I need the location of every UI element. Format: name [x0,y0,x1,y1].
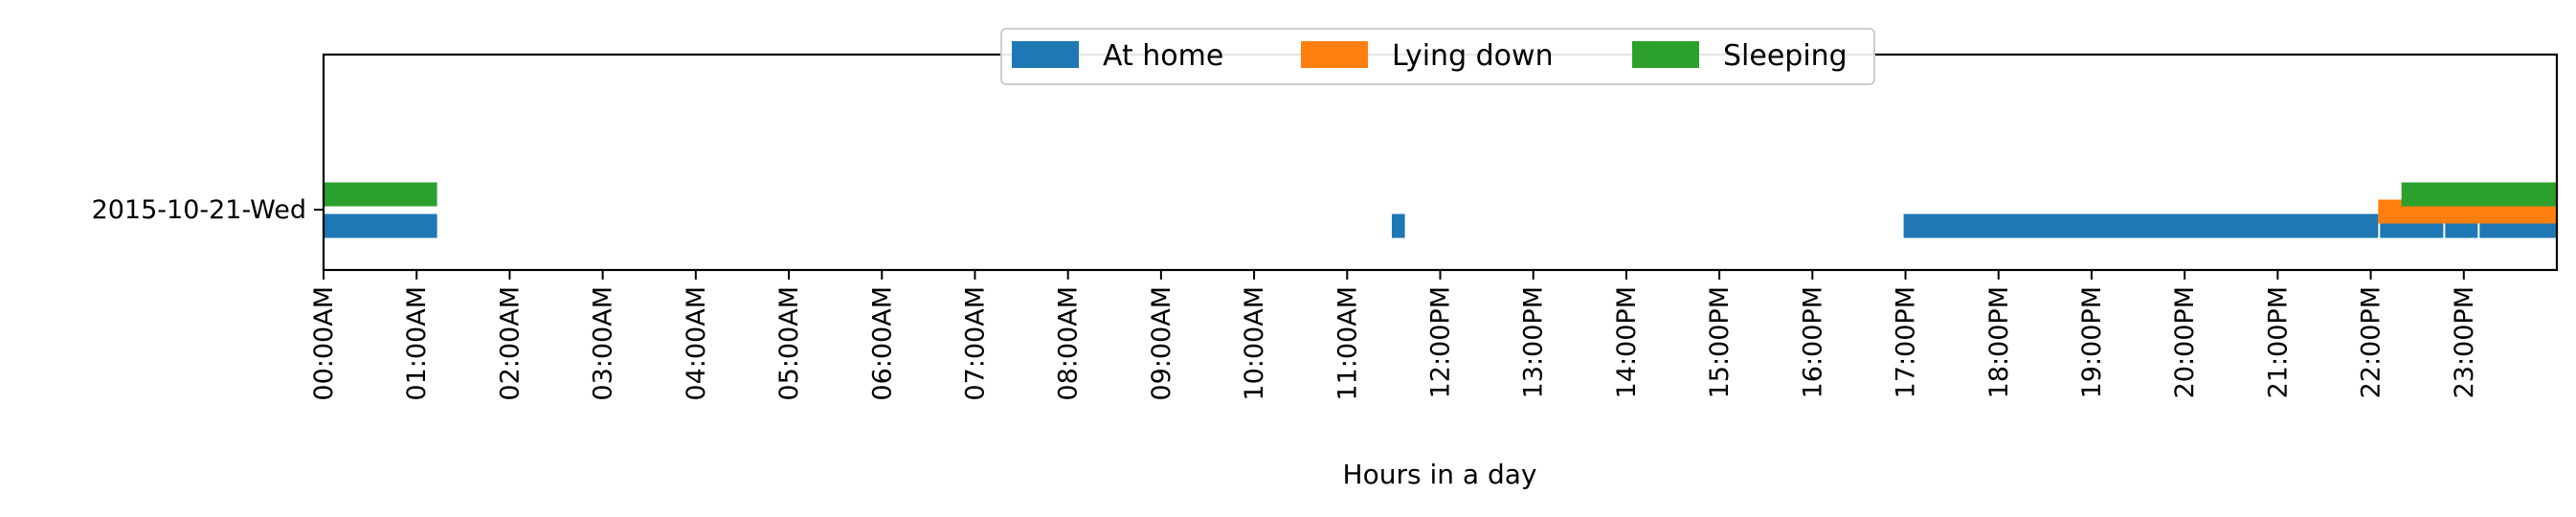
x-tick-label: 11:00AM [1333,286,1362,401]
x-tick-label: 22:00PM [2357,286,2386,398]
x-tick-label: 23:00PM [2450,286,2479,398]
x-tick-label: 09:00AM [1147,286,1176,401]
bar-at-home-1 [1391,214,1405,238]
x-tick-label: 20:00PM [2170,286,2200,398]
x-tick-label: 10:00AM [1240,286,1269,401]
x-axis-title: Hours in a day [1343,459,1537,490]
x-tick-label: 18:00PM [1984,286,2014,398]
legend-swatch-at-home [1012,41,1079,68]
bar-sleeping-0 [324,182,437,207]
legend-swatch-lying-down [1301,41,1368,68]
legend: At home Lying down Sleeping [1000,28,1875,85]
x-tick-label: 01:00AM [402,286,432,401]
y-tick-label: 2015-10-21-Wed [92,195,306,225]
x-tick-label: 08:00AM [1054,286,1084,401]
x-tick-label: 12:00PM [1426,286,1456,398]
x-axis: 00:00AM 01:00AM 02:00AM 03:00AM 04:00AM 05:00… [309,270,2479,401]
bar-at-home-2 [1903,214,2379,238]
x-tick-label: 04:00AM [682,286,711,401]
legend-swatch-sleeping [1632,41,1699,68]
x-tick-label: 17:00PM [1892,286,1921,398]
activity-bars [324,182,2557,238]
legend-label-lying-down: Lying down [1392,39,1554,73]
x-tick-label: 06:00AM [867,286,897,401]
x-tick-label: 16:00PM [1798,286,1827,398]
legend-label-sleeping: Sleeping [1723,39,1848,73]
x-tick-label: 19:00PM [2077,286,2107,398]
x-tick-label: 21:00PM [2263,286,2293,398]
x-tick-label: 02:00AM [495,286,525,401]
bar-sleeping-1 [2401,182,2557,207]
x-tick-label: 15:00PM [1705,286,1735,398]
x-tick-label: 03:00AM [589,286,618,401]
bar-at-home-0 [324,214,437,238]
legend-label-at-home: At home [1103,39,1223,73]
x-tick-label: 00:00AM [309,286,339,401]
x-tick-label: 14:00PM [1612,286,1642,398]
x-tick-label: 13:00PM [1519,286,1549,398]
y-axis: 2015-10-21-Wed [92,195,324,225]
x-tick-label: 07:00AM [960,286,990,401]
x-tick-label: 05:00AM [774,286,804,401]
